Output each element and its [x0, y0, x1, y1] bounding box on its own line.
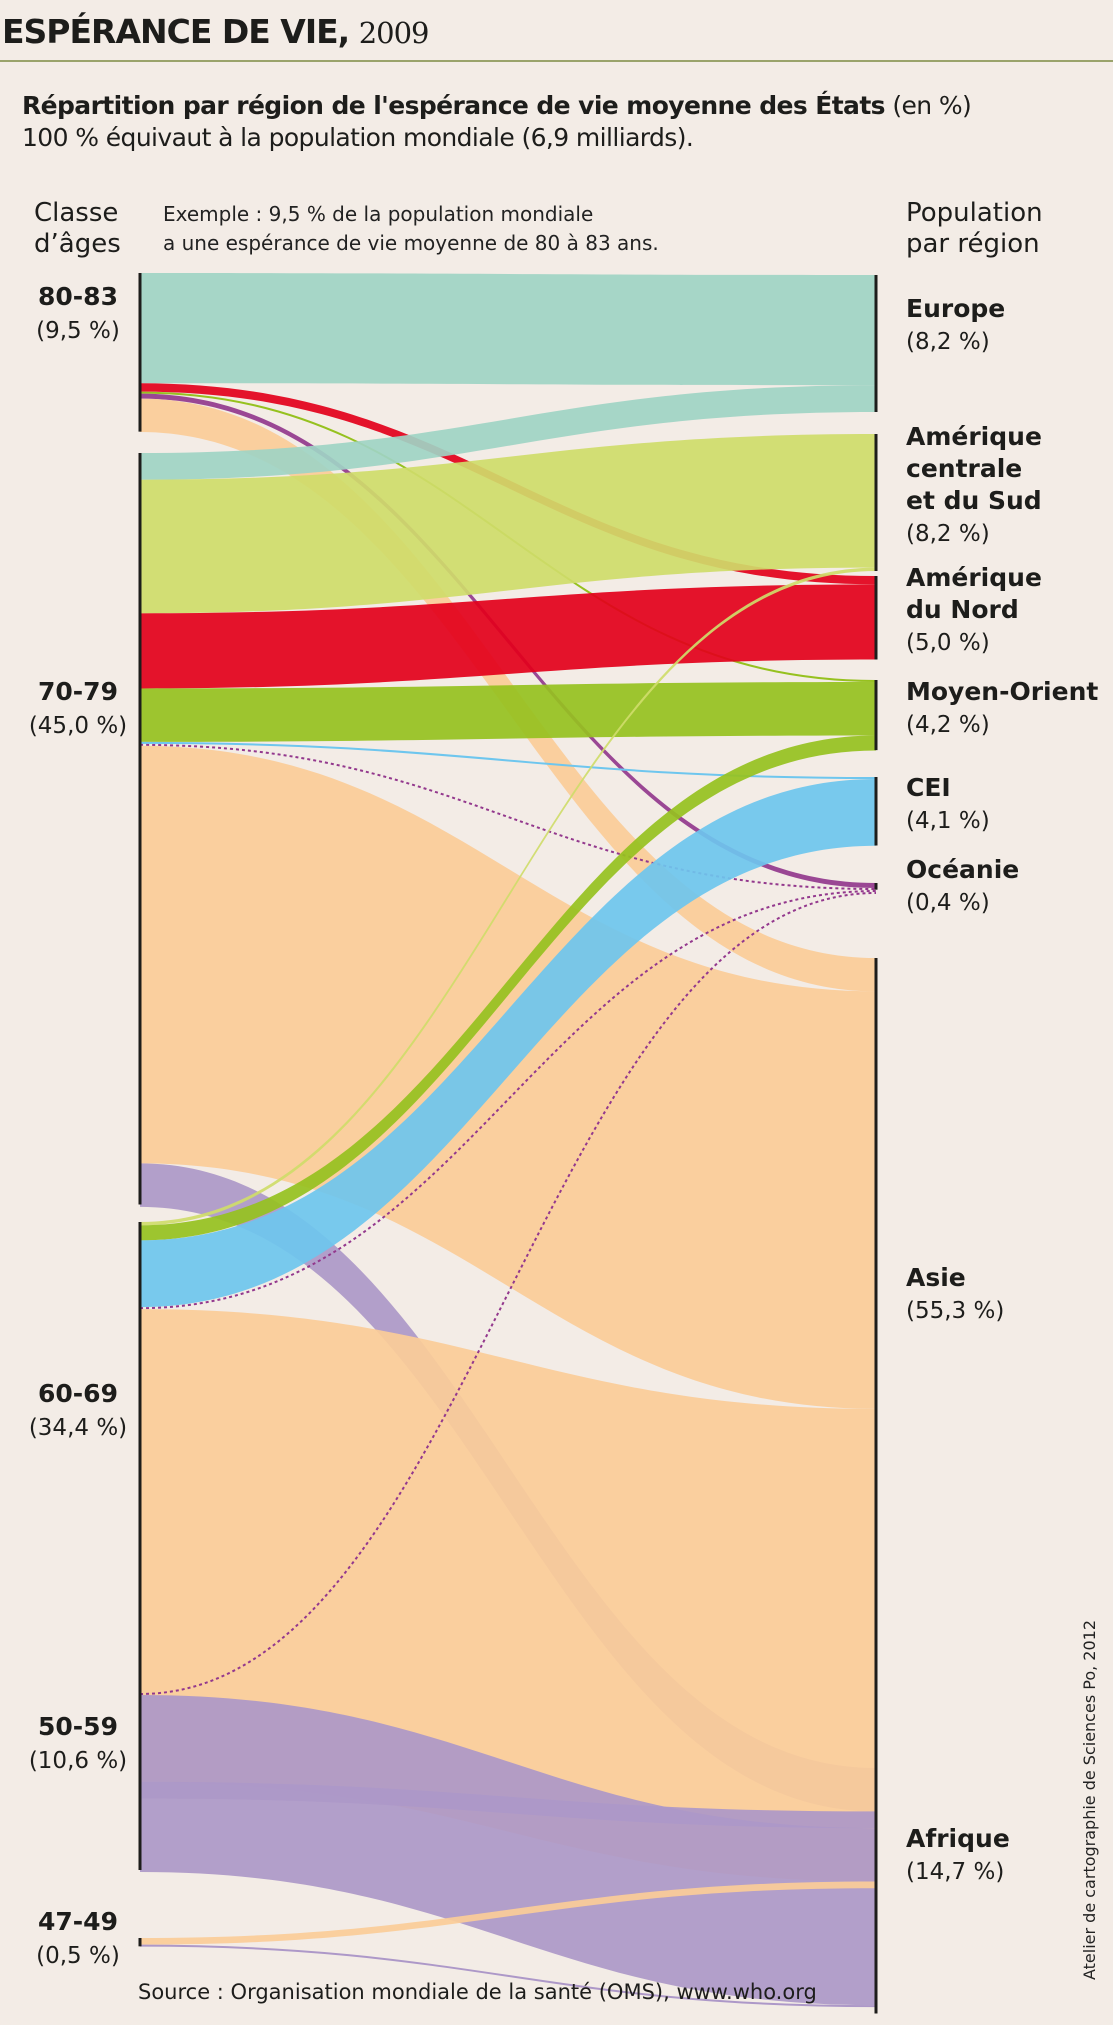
region-value: (4,1 %) [906, 808, 990, 834]
region-heading-line2: par région [906, 229, 1040, 259]
age-class-label: 80-83 [38, 282, 118, 311]
region-label: Amérique [906, 563, 1042, 592]
age-class-value: (0,5 %) [36, 1943, 120, 1969]
region-value: (4,2 %) [906, 712, 990, 738]
region-label: centrale [906, 454, 1022, 483]
region-label: Asie [906, 1263, 966, 1292]
title-text: ESPÉRANCE DE VIE, [2, 12, 350, 51]
age-class-heading-line2: d’âges [34, 229, 121, 259]
flow-80-83-to-europe [140, 273, 876, 386]
age-class-heading-line1: Classe [34, 198, 119, 228]
region-label: Europe [906, 294, 1005, 323]
region-value: (14,7 %) [906, 1859, 1004, 1885]
subtitle-bold: Répartition par région de l'espérance de… [22, 91, 886, 120]
age-class-value: (45,0 %) [29, 713, 127, 739]
region-heading: Population par région [906, 198, 1043, 260]
region-label: et du Sud [906, 486, 1042, 515]
flow-70-79-to-amérique-centrale-et-du-sud [140, 434, 876, 614]
credit-note: Atelier de cartographie de Sciences Po, … [1080, 1619, 1099, 1980]
age-class-label: 60-69 [38, 1379, 118, 1408]
subtitle-unit: (en %) [892, 91, 972, 120]
region-label: du Nord [906, 595, 1019, 624]
flow-47-49-to-asie [140, 1881, 876, 1945]
flow-60-69-to-cei [140, 779, 876, 1308]
flow-70-79-to-moyen-orient [140, 682, 876, 742]
flow-layer [139, 273, 877, 2008]
flow-50-59-to-océanie [139, 892, 877, 1695]
example-note-line1: Exemple : 9,5 % de la population mondial… [163, 202, 594, 226]
source-note: Source : Organisation mondiale de la san… [138, 1980, 817, 2004]
age-class-value: (34,4 %) [29, 1415, 127, 1441]
region-label: CEI [906, 773, 951, 802]
flow-50-59-to-afrique [140, 1695, 876, 2006]
subtitle: Répartition par région de l'espérance de… [22, 90, 1082, 154]
flow-60-69-to-océanie [139, 890, 877, 1310]
age-class-label: 47-49 [38, 1907, 118, 1936]
region-value: (55,3 %) [906, 1298, 1004, 1324]
example-note: Exemple : 9,5 % de la population mondial… [163, 200, 659, 258]
flow-70-79-to-océanie [139, 743, 877, 891]
region-heading-line1: Population [906, 198, 1043, 228]
flow-60-69-to-amérique-centrale-et-du-sud [140, 567, 876, 1226]
age-class-heading: Classe d’âges [34, 198, 121, 260]
flow-70-79-to-europe [140, 385, 876, 480]
subtitle-line2: 100 % équivaut à la population mondiale … [22, 123, 694, 152]
region-label: Moyen-Orient [906, 677, 1098, 706]
age-class-value: (9,5 %) [36, 318, 120, 344]
flow-47-49-to-afrique [139, 1944, 877, 2008]
region-value: (0,4 %) [906, 890, 990, 916]
region-label: Afrique [906, 1824, 1010, 1853]
title-year: 2009 [358, 16, 430, 50]
title-bar: ESPÉRANCE DE VIE, 2009 [0, 0, 1113, 62]
page-title: ESPÉRANCE DE VIE, 2009 [2, 12, 429, 51]
age-class-value: (10,6 %) [29, 1748, 127, 1774]
label-layer: 80-83 (9,5 %) 70-79 (45,0 %) 60-69 (34,4 %) 50… [29, 282, 1099, 1969]
age-class-label: 70-79 [38, 677, 118, 706]
bar-layer [138, 273, 878, 2014]
region-value: (8,2 %) [906, 329, 990, 355]
age-class-label: 50-59 [38, 1712, 118, 1741]
region-value: (8,2 %) [906, 521, 990, 547]
region-value: (5,0 %) [906, 630, 990, 656]
flow-70-79-to-amérique-du-nord [140, 584, 876, 689]
flow-60-69-to-moyen-orient [140, 735, 876, 1241]
region-label: Amérique [906, 422, 1042, 451]
flow-70-79-to-asie [140, 745, 876, 1409]
region-label: Océanie [906, 855, 1019, 884]
example-note-line2: a une espérance de vie moyenne de 80 à 8… [163, 231, 659, 255]
